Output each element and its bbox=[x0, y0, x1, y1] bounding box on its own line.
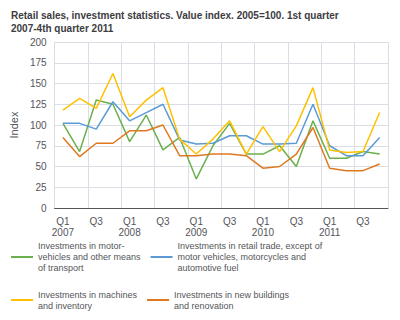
svg-text:Investments in retail trade, e: Investments in retail trade, except of bbox=[178, 241, 323, 251]
svg-text:Investments in machines: Investments in machines bbox=[38, 290, 138, 300]
svg-text:2011: 2011 bbox=[319, 227, 341, 238]
svg-text:Retail sales, investment stati: Retail sales, investment statistics. Val… bbox=[11, 10, 339, 21]
svg-text:2009: 2009 bbox=[185, 227, 208, 238]
svg-text:Q3: Q3 bbox=[356, 216, 370, 227]
svg-text:Investments in motor-: Investments in motor- bbox=[38, 241, 125, 251]
svg-text:2010: 2010 bbox=[252, 227, 275, 238]
svg-text:Q1: Q1 bbox=[56, 216, 70, 227]
svg-text:Q1: Q1 bbox=[256, 216, 270, 227]
svg-text:motor vehicles, motorcycles an: motor vehicles, motorcycles and bbox=[178, 252, 307, 262]
svg-text:and renovation: and renovation bbox=[174, 301, 234, 311]
svg-text:50: 50 bbox=[35, 161, 47, 172]
svg-text:2008: 2008 bbox=[118, 227, 141, 238]
svg-text:2007-4th quarter 2011: 2007-4th quarter 2011 bbox=[11, 23, 114, 34]
svg-text:and inventory: and inventory bbox=[38, 301, 93, 311]
svg-text:Q3: Q3 bbox=[290, 216, 304, 227]
svg-text:Q3: Q3 bbox=[156, 216, 170, 227]
svg-text:2007: 2007 bbox=[52, 227, 75, 238]
svg-text:Q3: Q3 bbox=[90, 216, 104, 227]
svg-text:Q1: Q1 bbox=[323, 216, 337, 227]
svg-text:100: 100 bbox=[30, 120, 47, 131]
svg-text:Q1: Q1 bbox=[190, 216, 204, 227]
svg-text:Q3: Q3 bbox=[223, 216, 237, 227]
svg-text:Index: Index bbox=[8, 111, 20, 138]
svg-text:Q1: Q1 bbox=[123, 216, 137, 227]
svg-text:Investments in new buildings: Investments in new buildings bbox=[174, 290, 290, 300]
svg-text:of transport: of transport bbox=[38, 263, 84, 273]
svg-text:0: 0 bbox=[41, 203, 47, 214]
svg-text:200: 200 bbox=[30, 37, 47, 48]
svg-text:automotive fuel: automotive fuel bbox=[178, 263, 239, 273]
svg-text:150: 150 bbox=[30, 78, 47, 89]
svg-text:125: 125 bbox=[30, 99, 47, 110]
svg-text:vehicles and other means: vehicles and other means bbox=[38, 252, 141, 262]
svg-text:75: 75 bbox=[35, 140, 47, 151]
svg-text:175: 175 bbox=[30, 57, 47, 68]
svg-text:25: 25 bbox=[35, 182, 47, 193]
